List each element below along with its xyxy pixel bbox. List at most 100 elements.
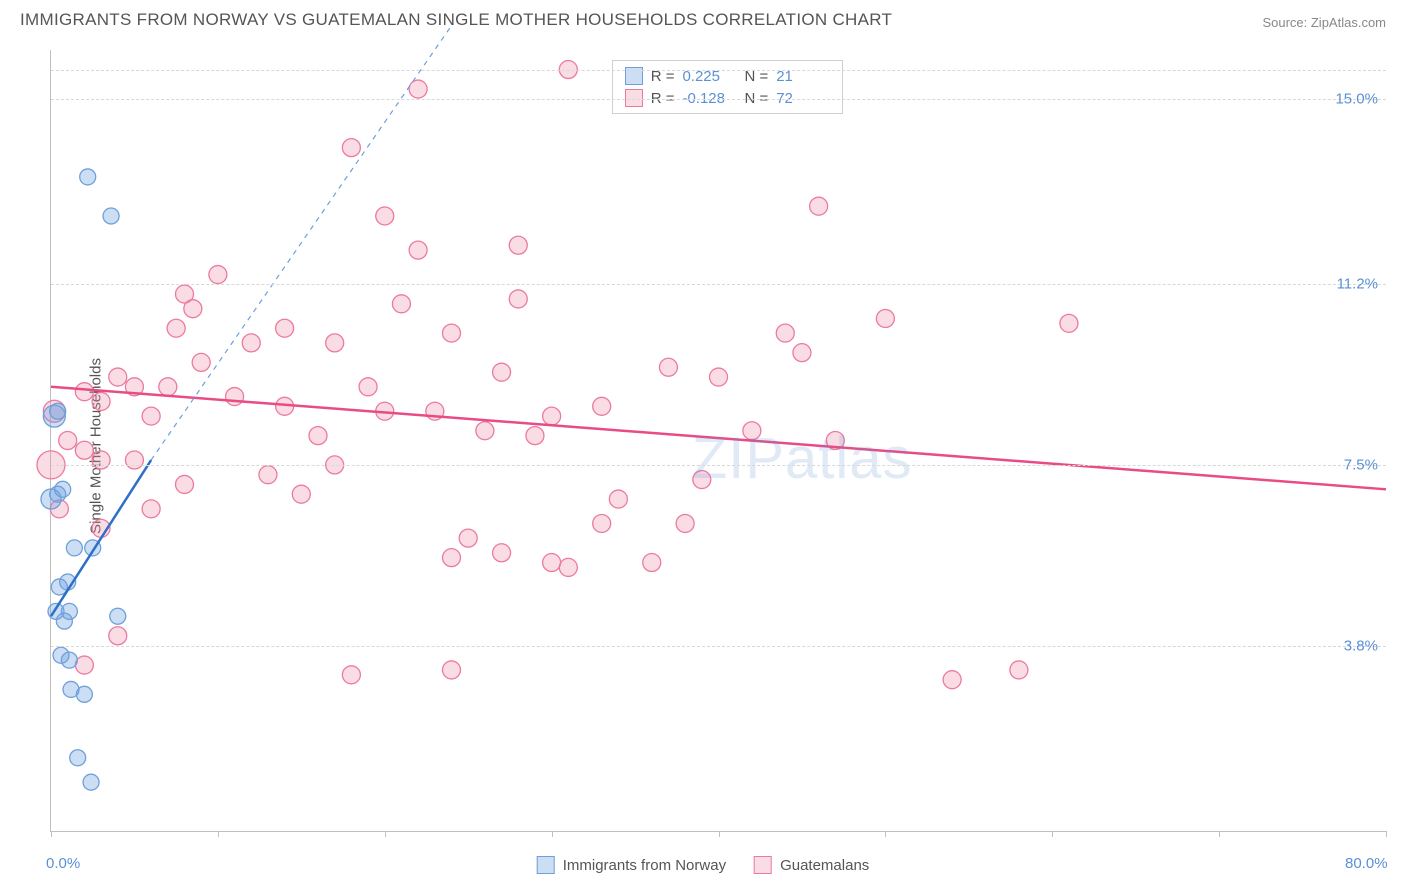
data-point: [309, 427, 327, 445]
chart-title: IMMIGRANTS FROM NORWAY VS GUATEMALAN SIN…: [20, 10, 892, 30]
data-point: [493, 544, 511, 562]
x-axis-max-label: 80.0%: [1345, 855, 1388, 872]
x-tick: [385, 831, 386, 837]
gridline: [51, 646, 1386, 647]
x-tick: [1219, 831, 1220, 837]
data-point: [443, 324, 461, 342]
data-point: [66, 540, 82, 556]
data-point: [676, 514, 694, 532]
data-point: [443, 661, 461, 679]
data-point: [75, 383, 93, 401]
legend-swatch: [754, 856, 772, 874]
data-point: [192, 353, 210, 371]
legend-swatch: [537, 856, 555, 874]
data-point: [643, 554, 661, 572]
data-point: [543, 407, 561, 425]
data-point: [1060, 314, 1078, 332]
x-tick: [1386, 831, 1387, 837]
data-point: [593, 397, 611, 415]
data-point: [184, 300, 202, 318]
gridline: [51, 99, 1386, 100]
stats-legend-row: R =0.225N =21: [625, 65, 831, 87]
data-point: [509, 236, 527, 254]
data-point: [559, 558, 577, 576]
data-point: [342, 139, 360, 157]
trend-line-norway-extrapolated: [151, 26, 451, 460]
data-point: [209, 266, 227, 284]
data-point: [142, 407, 160, 425]
data-point: [61, 652, 77, 668]
data-point: [392, 295, 410, 313]
data-point: [80, 169, 96, 185]
data-point: [376, 207, 394, 225]
trend-line-guatemalans: [51, 387, 1386, 490]
data-point: [276, 319, 294, 337]
data-point: [83, 774, 99, 790]
x-axis-min-label: 0.0%: [46, 855, 80, 872]
data-point: [359, 378, 377, 396]
data-point: [75, 656, 93, 674]
data-point: [1010, 661, 1028, 679]
x-tick: [719, 831, 720, 837]
data-point: [226, 388, 244, 406]
data-point: [459, 529, 477, 547]
data-point: [593, 514, 611, 532]
data-point: [259, 466, 277, 484]
data-point: [92, 451, 110, 469]
stats-legend: R =0.225N =21R =-0.128N =72: [612, 60, 844, 114]
data-point: [659, 358, 677, 376]
data-point: [75, 441, 93, 459]
data-point: [543, 554, 561, 572]
data-point: [50, 486, 66, 502]
data-point: [50, 403, 66, 419]
x-tick: [218, 831, 219, 837]
y-tick-label: 15.0%: [1335, 90, 1378, 107]
data-point: [409, 241, 427, 259]
data-point: [167, 319, 185, 337]
data-point: [110, 608, 126, 624]
legend-label: Immigrants from Norway: [563, 857, 726, 874]
gridline: [51, 284, 1386, 285]
data-point: [242, 334, 260, 352]
x-tick: [51, 831, 52, 837]
data-point: [292, 485, 310, 503]
data-point: [810, 197, 828, 215]
x-tick: [552, 831, 553, 837]
series-legend: Immigrants from Norway Guatemalans: [537, 856, 870, 874]
data-point: [159, 378, 177, 396]
data-point: [142, 500, 160, 518]
data-point: [710, 368, 728, 386]
scatter-plot-svg: [51, 50, 1386, 831]
data-point: [876, 309, 894, 327]
data-point: [92, 392, 110, 410]
data-point: [693, 471, 711, 489]
data-point: [526, 427, 544, 445]
plot-area: ZIPatlas R =0.225N =21R =-0.128N =72 3.8…: [50, 50, 1386, 832]
data-point: [326, 334, 344, 352]
legend-label: Guatemalans: [780, 857, 869, 874]
data-point: [793, 344, 811, 362]
data-point: [70, 750, 86, 766]
data-point: [776, 324, 794, 342]
data-point: [76, 686, 92, 702]
data-point: [609, 490, 627, 508]
legend-item: Immigrants from Norway: [537, 856, 726, 874]
legend-item: Guatemalans: [754, 856, 869, 874]
y-tick-label: 7.5%: [1344, 456, 1378, 473]
data-point: [103, 208, 119, 224]
data-point: [59, 432, 77, 450]
data-point: [109, 627, 127, 645]
x-tick: [1052, 831, 1053, 837]
chart-source: Source: ZipAtlas.com: [1262, 15, 1386, 30]
gridline: [51, 465, 1386, 466]
data-point: [342, 666, 360, 684]
data-point: [493, 363, 511, 381]
data-point: [409, 80, 427, 98]
x-tick: [885, 831, 886, 837]
data-point: [743, 422, 761, 440]
data-point: [476, 422, 494, 440]
data-point: [109, 368, 127, 386]
data-point: [509, 290, 527, 308]
data-point: [443, 549, 461, 567]
y-tick-label: 11.2%: [1337, 276, 1378, 293]
